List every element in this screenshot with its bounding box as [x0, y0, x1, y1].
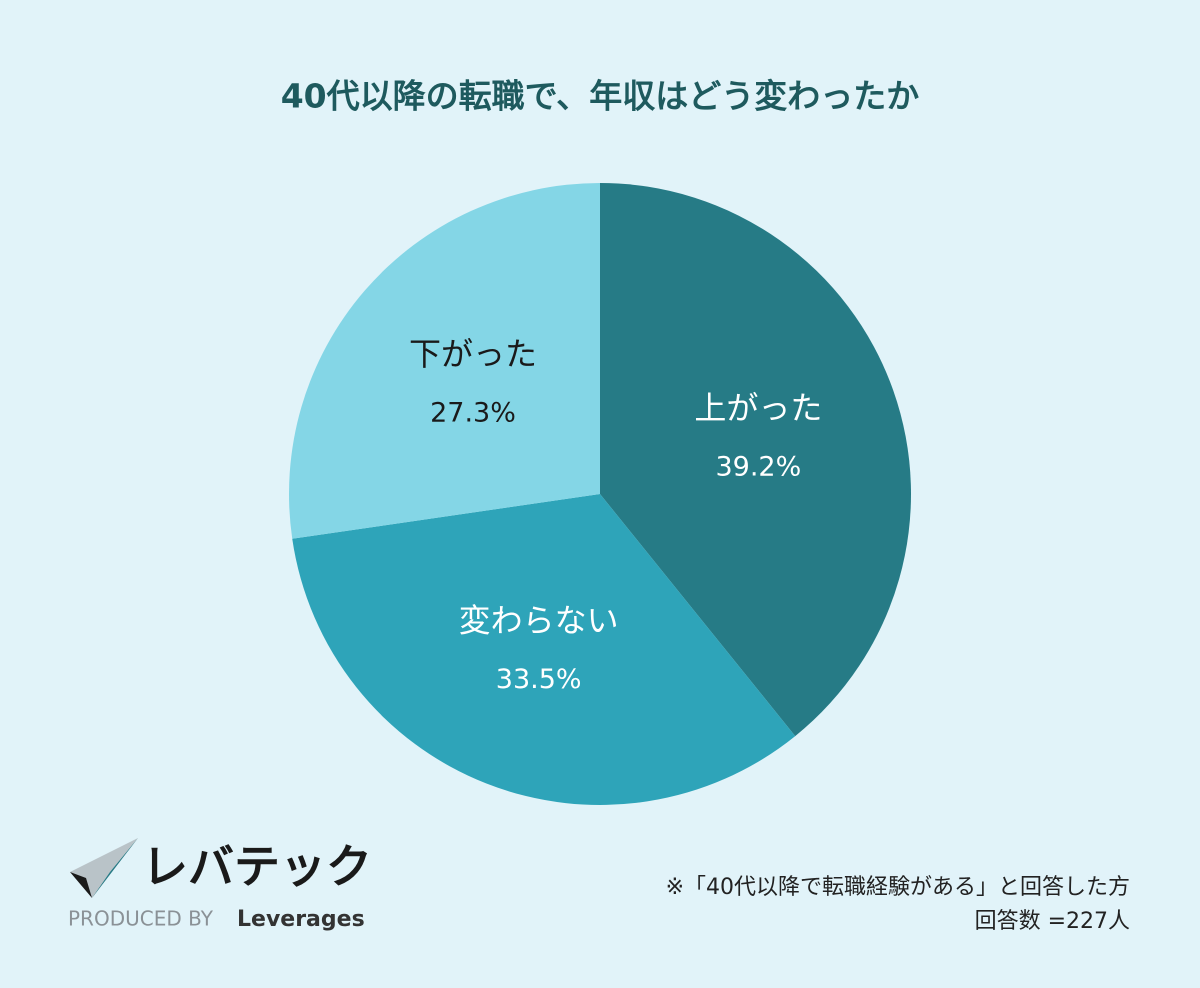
- logo-brand: Leverages: [237, 907, 365, 932]
- slice-label: 変わらない: [459, 601, 619, 639]
- footnote: 回答数 =227人: [975, 909, 1130, 934]
- logo: レバテック PRODUCED BY Leverages: [68, 838, 372, 932]
- logo-name: レバテック: [142, 840, 372, 894]
- slice-label: 下がった: [409, 335, 537, 373]
- value-label: 33.5%: [496, 664, 582, 695]
- slice-label: 上がった: [694, 389, 822, 427]
- logo-icon: [70, 872, 92, 898]
- pie-slice: [600, 183, 911, 737]
- pie-slice: [289, 183, 600, 539]
- logo-produced: PRODUCED BY: [68, 907, 214, 931]
- value-label: 27.3%: [430, 398, 516, 429]
- value-label: 39.2%: [715, 452, 801, 483]
- pie: 上がった 39.2% 変わらない 33.5% 下がった 27.3%: [289, 183, 911, 805]
- footnote: ※「40代以降で転職経験がある」と回答した方: [666, 875, 1130, 900]
- chart-title: 40代以降の転職で、年収はどう変わったか: [281, 77, 920, 116]
- logo-icon: [92, 838, 138, 898]
- pie-slice: [292, 494, 796, 805]
